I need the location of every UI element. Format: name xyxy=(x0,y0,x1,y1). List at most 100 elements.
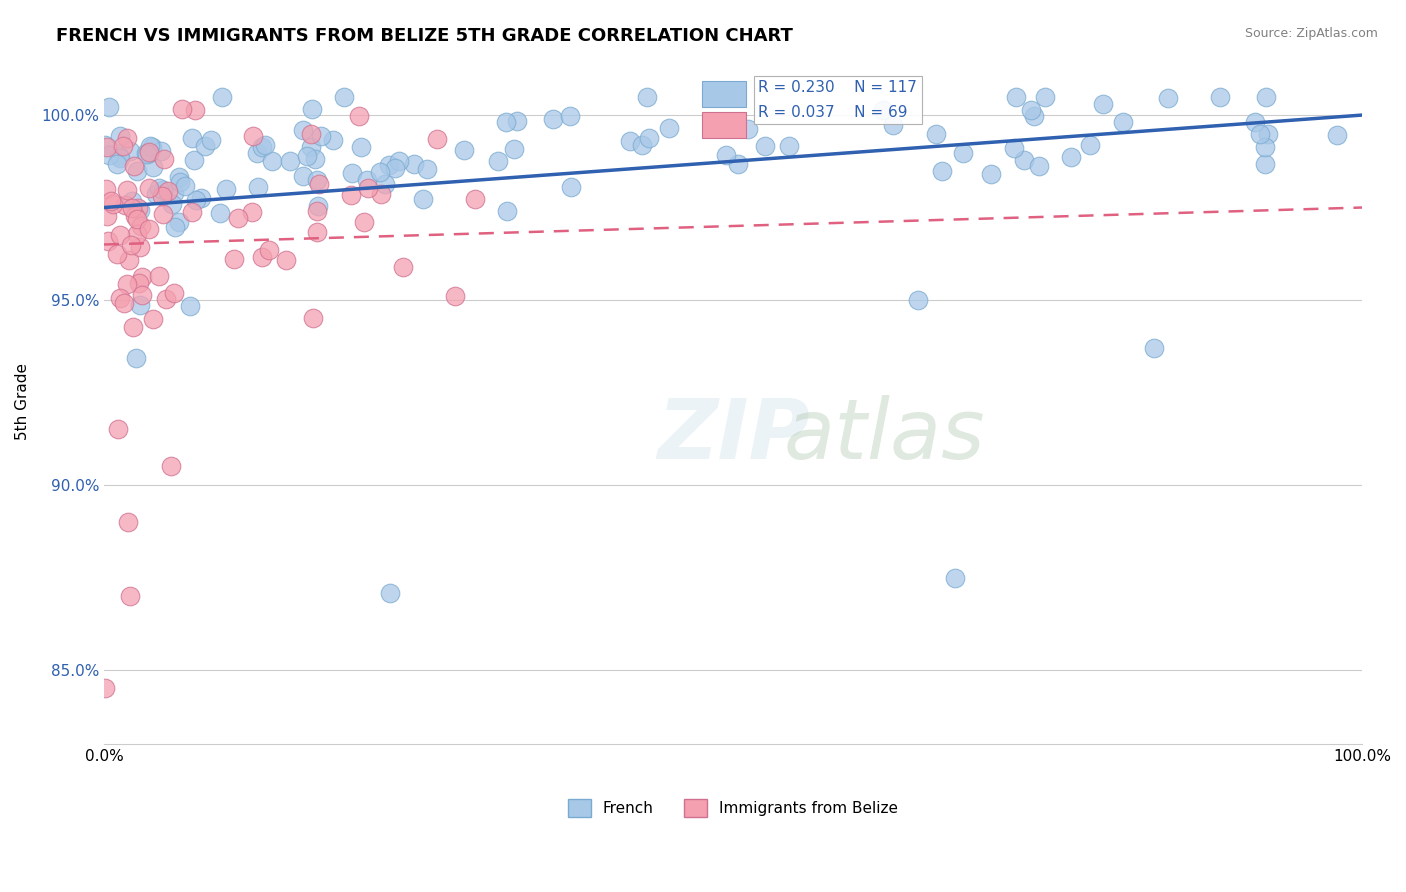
French xyxy=(378,158,401,172)
Immigrants from Belize xyxy=(370,186,392,201)
French xyxy=(307,173,329,187)
Immigrants from Belize xyxy=(184,103,207,118)
Immigrants from Belize xyxy=(152,207,174,221)
French xyxy=(322,133,344,147)
French xyxy=(872,103,894,117)
Immigrants from Belize xyxy=(259,244,281,258)
Immigrants from Belize xyxy=(308,177,330,191)
French xyxy=(636,89,658,103)
French xyxy=(94,138,117,153)
French xyxy=(560,179,582,194)
Immigrants from Belize xyxy=(96,209,118,223)
French xyxy=(1157,91,1180,105)
French xyxy=(637,131,659,145)
French xyxy=(121,194,143,209)
French xyxy=(931,164,953,178)
Immigrants from Belize xyxy=(118,253,141,268)
French xyxy=(506,114,529,128)
Immigrants from Belize xyxy=(155,292,177,306)
Immigrants from Belize xyxy=(353,215,375,229)
French xyxy=(1092,96,1115,111)
French xyxy=(980,167,1002,181)
Immigrants from Belize xyxy=(121,201,143,215)
French xyxy=(1326,128,1348,142)
French xyxy=(368,165,391,179)
French xyxy=(138,146,160,161)
French xyxy=(291,169,314,183)
Immigrants from Belize xyxy=(112,296,135,310)
Immigrants from Belize xyxy=(162,285,184,300)
Immigrants from Belize xyxy=(120,237,142,252)
French xyxy=(378,586,401,600)
French xyxy=(1244,114,1267,128)
French xyxy=(125,164,148,178)
Immigrants from Belize xyxy=(127,201,149,215)
French xyxy=(332,89,354,103)
French xyxy=(169,175,191,189)
Immigrants from Belize xyxy=(118,589,141,603)
French xyxy=(495,115,517,129)
Immigrants from Belize xyxy=(114,198,136,212)
French xyxy=(1256,89,1278,103)
Immigrants from Belize xyxy=(129,219,152,233)
French xyxy=(631,137,654,152)
French xyxy=(658,121,681,136)
French xyxy=(737,122,759,136)
Immigrants from Belize xyxy=(131,287,153,301)
French xyxy=(98,100,121,114)
Immigrants from Belize xyxy=(107,422,129,436)
French xyxy=(167,215,190,229)
French xyxy=(412,192,434,206)
Immigrants from Belize xyxy=(172,102,194,116)
French xyxy=(180,131,202,145)
French xyxy=(486,153,509,168)
French xyxy=(304,152,326,166)
French xyxy=(165,220,187,235)
French xyxy=(135,146,157,161)
Immigrants from Belize xyxy=(97,235,120,249)
French xyxy=(253,137,276,152)
Y-axis label: 5th Grade: 5th Grade xyxy=(15,363,30,440)
Immigrants from Belize xyxy=(108,227,131,242)
French xyxy=(1112,115,1135,129)
French xyxy=(1249,127,1271,141)
French xyxy=(350,140,373,154)
French xyxy=(262,154,284,169)
Immigrants from Belize xyxy=(124,210,146,224)
Immigrants from Belize xyxy=(127,212,149,227)
French xyxy=(250,139,273,153)
Text: Source: ZipAtlas.com: Source: ZipAtlas.com xyxy=(1244,27,1378,40)
French xyxy=(136,146,159,161)
Immigrants from Belize xyxy=(108,292,131,306)
Immigrants from Belize xyxy=(122,319,145,334)
Immigrants from Belize xyxy=(125,227,148,242)
French xyxy=(374,177,396,191)
Immigrants from Belize xyxy=(129,240,152,254)
French xyxy=(307,199,329,213)
French xyxy=(179,299,201,313)
French xyxy=(925,127,948,141)
Immigrants from Belize xyxy=(122,159,145,173)
Immigrants from Belize xyxy=(340,187,363,202)
French xyxy=(211,89,233,103)
French xyxy=(292,122,315,136)
Immigrants from Belize xyxy=(94,182,117,196)
French xyxy=(714,147,737,161)
French xyxy=(1254,140,1277,154)
Immigrants from Belize xyxy=(96,140,118,154)
Text: FRENCH VS IMMIGRANTS FROM BELIZE 5TH GRADE CORRELATION CHART: FRENCH VS IMMIGRANTS FROM BELIZE 5TH GRA… xyxy=(56,27,793,45)
French xyxy=(1021,103,1043,117)
Immigrants from Belize xyxy=(150,189,173,203)
French xyxy=(295,149,318,163)
French xyxy=(541,112,564,126)
French xyxy=(118,144,141,158)
FancyBboxPatch shape xyxy=(702,81,745,108)
French xyxy=(129,202,152,217)
French xyxy=(1257,127,1279,141)
French xyxy=(882,118,904,132)
Immigrants from Belize xyxy=(112,139,135,153)
French xyxy=(1060,150,1083,164)
Text: atlas: atlas xyxy=(783,395,984,476)
Immigrants from Belize xyxy=(347,109,370,123)
Immigrants from Belize xyxy=(138,145,160,160)
